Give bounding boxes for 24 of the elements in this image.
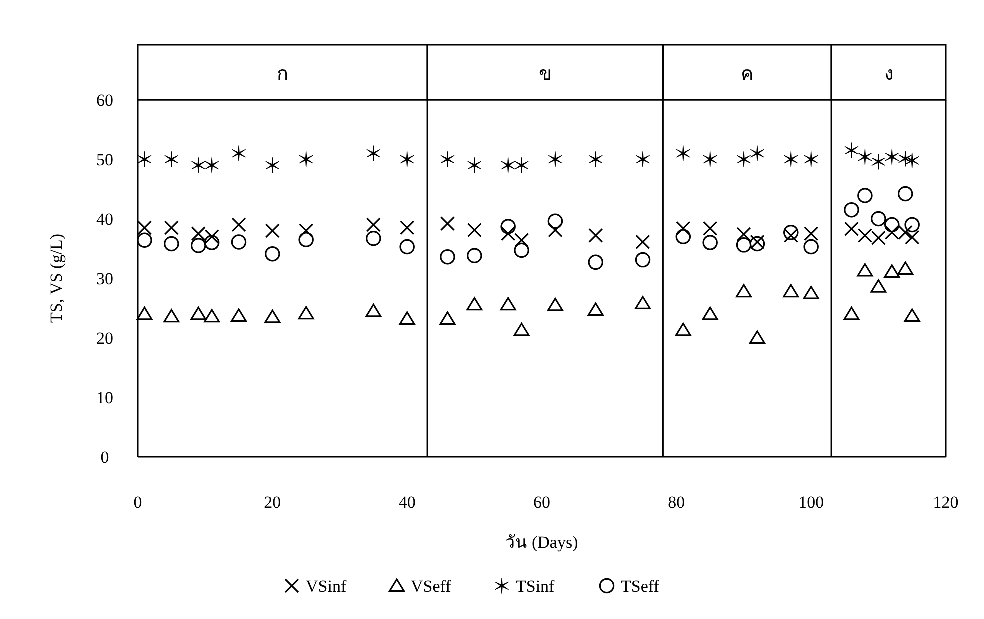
x-axis-title: วัน (Days) [506,533,578,552]
y-tick-label: 0 [100,448,110,467]
legend-label: TSeff [621,577,660,596]
text: ค [740,64,754,85]
x-tick-label: 40 [398,493,416,512]
text: ง [884,64,894,85]
x-tick-label: 100 [798,493,824,512]
y-tick-label: 40 [96,210,114,229]
x-tick-label: 20 [264,493,282,512]
x-tick-label: 60 [534,493,550,512]
y-tick-label: 60 [96,91,114,110]
y-axis-title: TS, VS (g/L) [47,234,66,323]
x-tick-label: 0 [134,493,142,512]
y-tick-label: 10 [96,388,114,408]
x-tick-label: 80 [668,493,686,512]
y-tick-label: 50 [96,150,114,170]
legend-label: TSinf [516,577,556,596]
text: ข [538,64,552,85]
legend-label: VSinf [306,577,347,596]
x-tick-label: 120 [933,493,959,512]
text: ก [276,64,289,85]
y-tick-label: 20 [96,329,114,348]
y-tick-label: 30 [96,270,114,288]
legend-label: VSeff [411,577,452,596]
